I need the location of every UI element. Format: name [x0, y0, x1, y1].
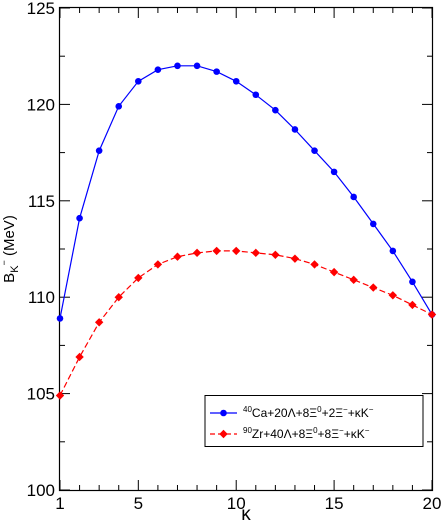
plot-frame [58, 6, 434, 492]
series-1-point [409, 278, 416, 286]
x-tick-label: 15 [325, 494, 344, 513]
series-1-point [56, 315, 64, 322]
legend-marker [219, 429, 228, 439]
legend-label: 40Ca+20Λ+8Ξ0+2Ξ−+κK− [243, 405, 374, 420]
series-2-point [94, 318, 104, 327]
series-2-point [192, 248, 202, 258]
series-2-point [427, 310, 437, 319]
y-tick-label: 115 [28, 192, 55, 211]
series-2-line [59, 250, 433, 396]
series-1-point [232, 77, 240, 85]
series-2-point [212, 246, 221, 256]
series-2-point [310, 260, 319, 269]
series-1-point [291, 126, 299, 133]
series-1-line [59, 65, 433, 319]
x-tick-label: 5 [134, 494, 143, 513]
series-2-point [388, 291, 398, 300]
series-1-point [272, 106, 279, 114]
series-1-point [95, 147, 103, 154]
y-tick-label: 110 [28, 288, 55, 307]
series-2-point [251, 248, 260, 258]
y-tick-label: 125 [27, 0, 55, 18]
series-1-point [213, 68, 220, 75]
legend-label: 90Zr+40Λ+8Ξ0+8Ξ−+κK− [243, 426, 370, 441]
y-tick-label: 105 [27, 385, 55, 404]
series-1-point [252, 91, 260, 99]
series-2-point [369, 283, 378, 292]
series-1-point [193, 62, 201, 70]
y-tick-label: 120 [27, 95, 55, 114]
series-1-point [369, 220, 377, 228]
series-2-point [114, 293, 123, 302]
series-1-point [350, 193, 357, 201]
y-axis-label: BK− (MeV) [0, 215, 21, 283]
legend: 40Ca+20Λ+8Ξ0+2Ξ−+κK− 90Zr+40Λ+8Ξ0+8Ξ−+κK− [204, 395, 424, 447]
series-2-point [290, 254, 300, 263]
x-axis-label: κ [241, 504, 251, 525]
legend-marker [220, 409, 227, 417]
series-group [55, 62, 437, 400]
legend-box [204, 395, 424, 447]
series-1-point [330, 168, 338, 176]
series-1-point [76, 214, 83, 222]
series-2-point [153, 260, 163, 269]
series-2-point [55, 391, 65, 400]
series-1-point [135, 77, 142, 85]
x-tick-label: 10 [227, 494, 246, 513]
y-tick-label: 100 [27, 481, 55, 500]
series-1-point [311, 147, 318, 154]
x-tick-label: 20 [423, 494, 442, 513]
series-2-point [232, 246, 241, 256]
series-2-point [349, 275, 358, 285]
series-2-point [408, 300, 417, 310]
series-1-point [154, 66, 162, 73]
series-2-point [75, 352, 84, 362]
series-2-point [134, 273, 143, 283]
series-1-point [389, 247, 397, 255]
axis-ticks [59, 7, 433, 491]
x-tick-label: 1 [55, 494, 64, 513]
series-1-point [115, 103, 123, 110]
series-2-point [173, 252, 182, 261]
series-1-point [174, 62, 181, 70]
series-2-point [329, 267, 339, 277]
series-2-point [271, 250, 280, 259]
